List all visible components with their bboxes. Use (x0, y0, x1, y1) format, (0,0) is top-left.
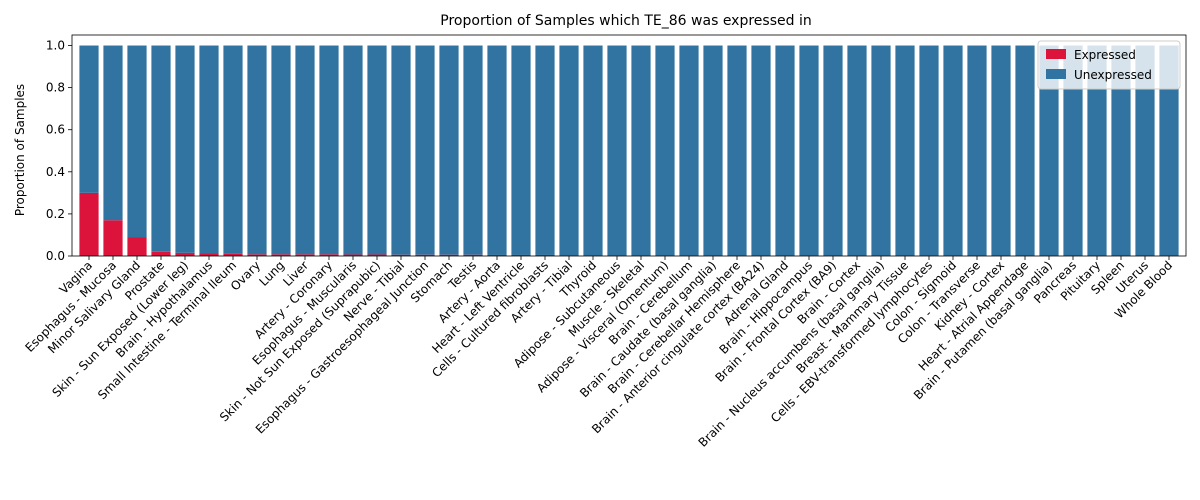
y-tick-label: 0.8 (46, 81, 65, 95)
bar-unexpressed-7 (247, 45, 267, 255)
bar-expressed-7 (247, 254, 267, 256)
bar-expressed-13 (391, 254, 411, 256)
bar-unexpressed-5 (199, 45, 219, 254)
bar-unexpressed-23 (631, 45, 651, 257)
bar-unexpressed-26 (703, 45, 723, 257)
bar-unexpressed-42 (1087, 45, 1107, 257)
bar-unexpressed-11 (343, 45, 363, 255)
legend-box (1037, 40, 1181, 90)
bar-unexpressed-13 (391, 45, 411, 255)
bar-unexpressed-33 (871, 45, 891, 257)
bar-unexpressed-32 (847, 45, 867, 257)
bar-unexpressed-22 (607, 45, 627, 257)
y-axis-ticks: 0.0 0.2 0.4 0.6 0.8 1.0 (46, 39, 72, 263)
bar-unexpressed-36 (943, 45, 963, 257)
bar-unexpressed-16 (463, 45, 483, 255)
bar-unexpressed-0 (79, 45, 99, 193)
bars-group (79, 45, 1179, 257)
bar-unexpressed-25 (679, 45, 699, 257)
bar-expressed-9 (295, 254, 315, 256)
bar-unexpressed-8 (271, 45, 291, 255)
bar-unexpressed-39 (1015, 45, 1035, 257)
y-tick-label: 0.2 (46, 207, 65, 221)
bar-unexpressed-17 (487, 45, 507, 255)
bar-expressed-16 (463, 254, 483, 256)
bar-unexpressed-37 (967, 45, 987, 257)
bar-unexpressed-35 (919, 45, 939, 257)
bar-unexpressed-14 (415, 45, 435, 255)
bar-unexpressed-24 (655, 45, 675, 257)
bar-unexpressed-1 (103, 45, 123, 221)
bar-expressed-2 (127, 237, 147, 256)
bar-unexpressed-9 (295, 45, 315, 255)
bar-unexpressed-30 (799, 45, 819, 257)
bar-unexpressed-44 (1135, 45, 1155, 257)
bar-unexpressed-6 (223, 45, 243, 254)
bar-unexpressed-28 (751, 45, 771, 257)
axes-frame (71, 34, 1187, 257)
legend-label-expressed: Expressed (1074, 48, 1136, 62)
bar-unexpressed-38 (991, 45, 1011, 257)
bar-unexpressed-45 (1159, 45, 1179, 257)
bar-unexpressed-19 (535, 45, 555, 255)
bar-expressed-18 (511, 254, 531, 256)
bar-expressed-6 (223, 253, 243, 256)
bar-unexpressed-2 (127, 45, 147, 238)
bar-expressed-4 (175, 252, 195, 256)
y-tick-label: 0.4 (46, 165, 65, 179)
y-tick-label: 0.0 (46, 249, 65, 263)
bar-unexpressed-40 (1039, 45, 1059, 257)
bar-expressed-1 (103, 220, 123, 256)
bar-expressed-10 (319, 254, 339, 256)
legend-swatch-expressed (1046, 49, 1066, 59)
bar-unexpressed-12 (367, 45, 387, 255)
bar-unexpressed-18 (511, 45, 531, 255)
legend: Expressed Unexpressed (1037, 40, 1181, 90)
bar-expressed-5 (199, 253, 219, 256)
bar-expressed-11 (343, 254, 363, 256)
bar-expressed-3 (151, 251, 171, 256)
bar-unexpressed-34 (895, 45, 915, 257)
x-tick-label: Lung (256, 258, 287, 289)
y-tick-label: 1.0 (46, 39, 65, 53)
bar-expressed-19 (535, 254, 555, 256)
bar-unexpressed-15 (439, 45, 459, 255)
bar-expressed-15 (439, 254, 459, 256)
bar-unexpressed-27 (727, 45, 747, 257)
bar-expressed-0 (79, 192, 99, 256)
bar-unexpressed-3 (151, 45, 171, 252)
bar-expressed-14 (415, 254, 435, 256)
legend-swatch-unexpressed (1046, 69, 1066, 79)
bar-unexpressed-10 (319, 45, 339, 255)
bar-unexpressed-4 (175, 45, 195, 253)
bar-expressed-12 (367, 254, 387, 256)
y-axis-label: Proportion of Samples (13, 84, 27, 216)
bar-unexpressed-41 (1063, 45, 1083, 257)
legend-label-unexpressed: Unexpressed (1074, 68, 1152, 82)
bar-unexpressed-43 (1111, 45, 1131, 257)
bar-expressed-8 (271, 254, 291, 256)
bar-expressed-17 (487, 254, 507, 256)
bar-unexpressed-29 (775, 45, 795, 257)
bar-unexpressed-31 (823, 45, 843, 257)
chart-title: Proportion of Samples which TE_86 was ex… (440, 13, 811, 29)
bar-unexpressed-21 (583, 45, 603, 257)
y-tick-label: 0.6 (46, 123, 65, 137)
bar-unexpressed-20 (559, 45, 579, 257)
